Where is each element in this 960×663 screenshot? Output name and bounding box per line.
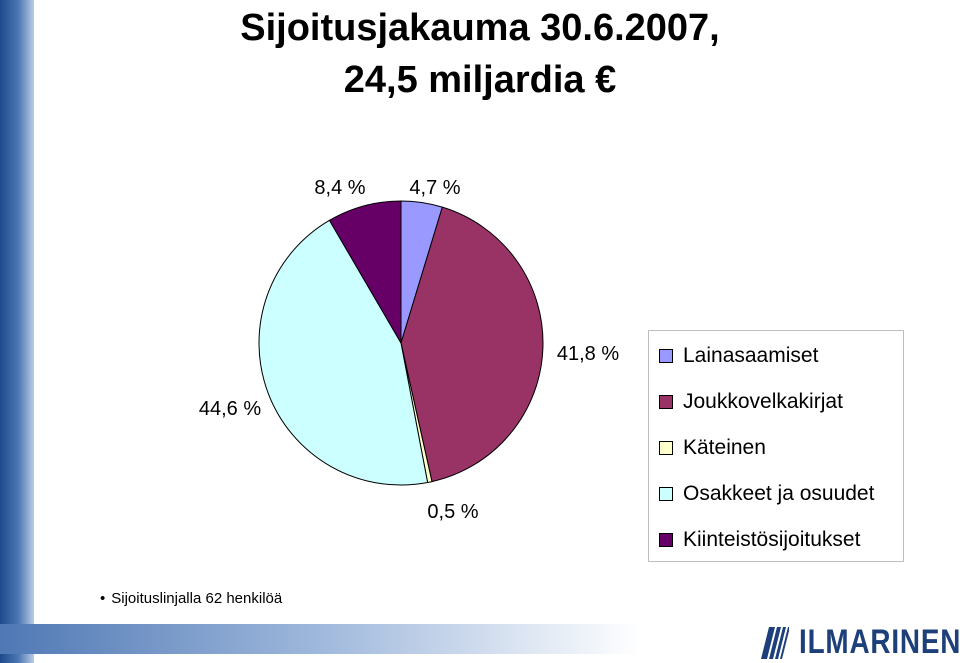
legend-label-2: Käteinen: [683, 436, 766, 459]
left-decorative-band: [0, 0, 34, 663]
legend-item-2: Käteinen: [659, 433, 766, 463]
footnote-text: Sijoituslinjalla 62 henkilöä: [111, 590, 283, 607]
slice-label-3: 44,6 %: [199, 398, 261, 420]
legend-swatch-3: [659, 487, 673, 501]
legend-swatch-1: [659, 395, 673, 409]
legend-item-1: Joukkovelkakirjat: [659, 387, 843, 417]
legend-item-3: Osakkeet ja osuudet: [659, 479, 874, 509]
legend-swatch-2: [659, 441, 673, 455]
slice-label-2: 0,5 %: [427, 501, 478, 523]
legend-item-0: Lainasaamiset: [659, 341, 818, 371]
legend-label-1: Joukkovelkakirjat: [683, 390, 843, 413]
slice-label-1: 41,8 %: [557, 343, 619, 365]
slice-label-4: 8,4 %: [314, 177, 365, 199]
pie-slice-1: [400, 206, 544, 483]
company-logo: ILMARINEN: [757, 623, 960, 662]
logo-stripes-icon: [761, 626, 789, 659]
legend-swatch-4: [659, 533, 673, 547]
pie-slice-3: [258, 219, 429, 486]
chart-legend: Lainasaamiset Joukkovelkakirjat Käteinen…: [648, 330, 904, 562]
slice-label-0: 4,7 %: [409, 177, 460, 199]
legend-label-3: Osakkeet ja osuudet: [683, 482, 875, 505]
bullet-icon: •: [100, 590, 106, 607]
bottom-decorative-band: [0, 624, 640, 654]
legend-item-4: Kiinteistösijoitukset: [659, 525, 860, 555]
legend-label-4: Kiinteistösijoitukset: [683, 528, 861, 551]
logo-text: ILMARINEN: [799, 623, 960, 661]
slide-title: Sijoitusjakauma 30.6.2007, 24,5 miljardi…: [190, 2, 770, 106]
title-line-2: 24,5 miljardia €: [343, 59, 617, 101]
legend-label-0: Lainasaamiset: [683, 344, 819, 367]
legend-swatch-0: [659, 349, 673, 363]
footnote: • Sijoituslinjalla 62 henkilöä: [100, 590, 282, 607]
title-line-1: Sijoitusjakauma 30.6.2007,: [240, 7, 720, 49]
pie-slice-4: [328, 200, 402, 345]
